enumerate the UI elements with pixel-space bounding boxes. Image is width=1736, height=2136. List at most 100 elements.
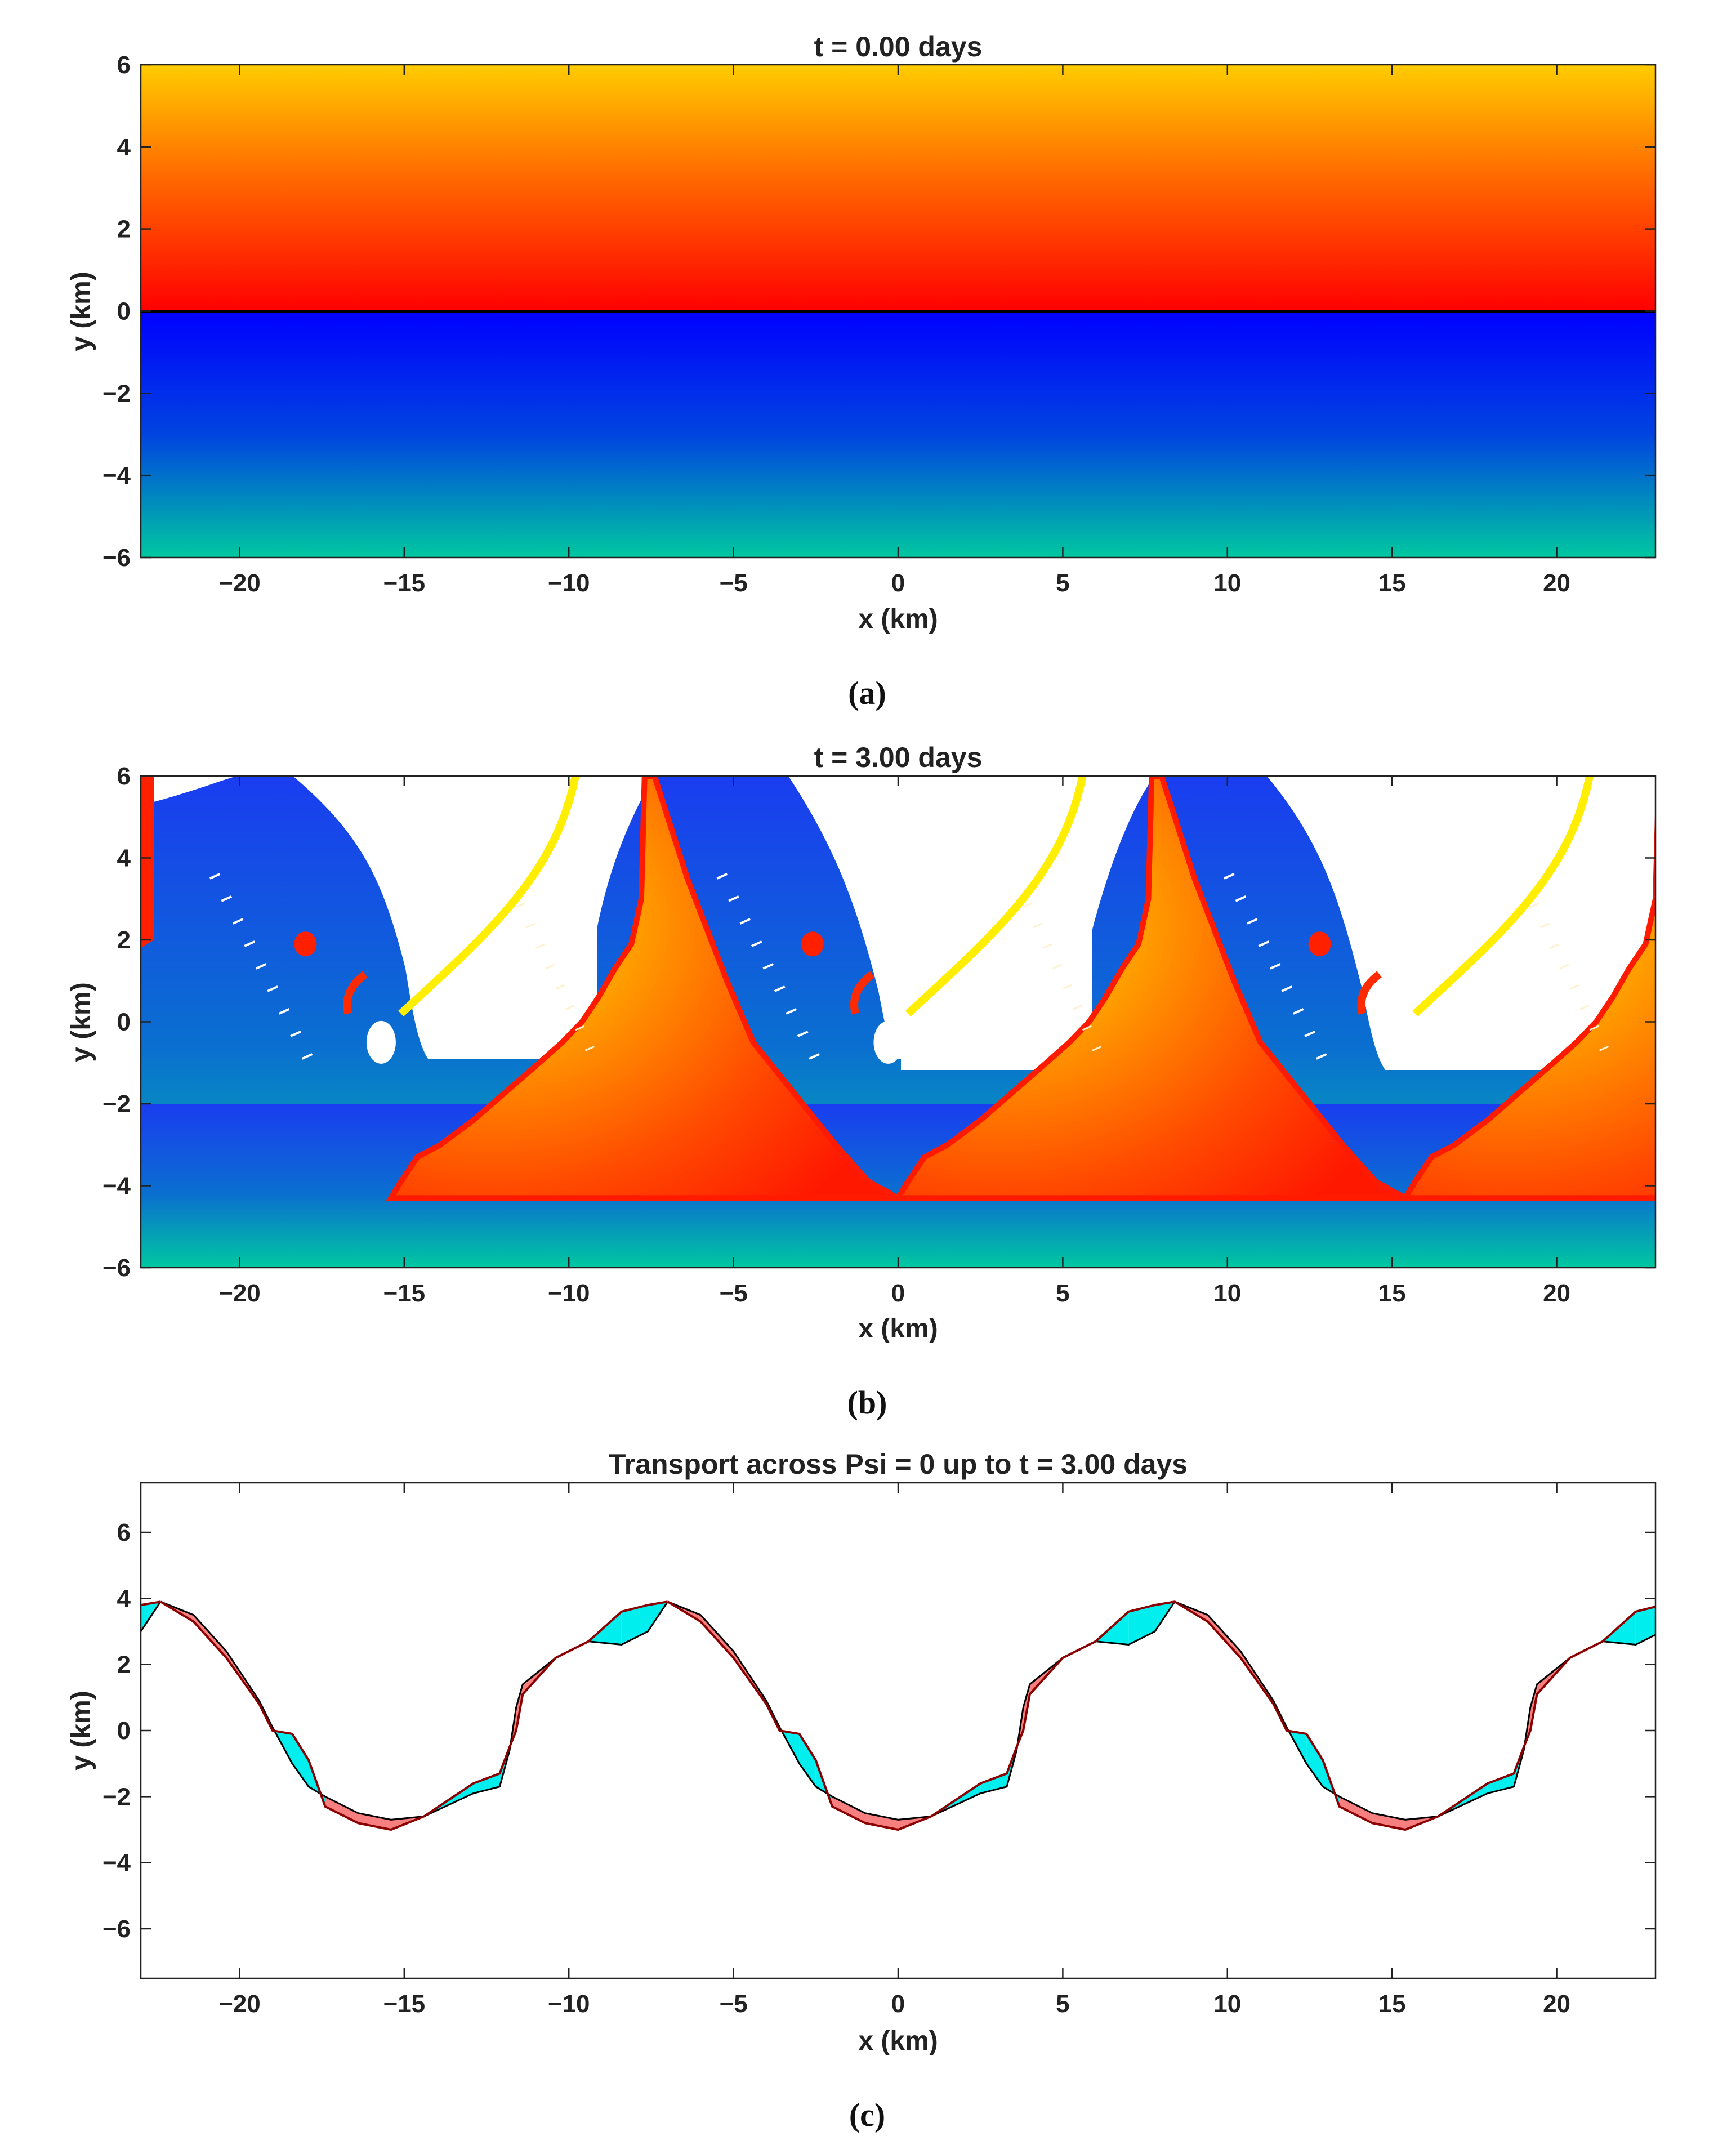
panel-c-ytick-label: −4: [102, 1849, 131, 1877]
panel-b-yellow-filament: [905, 776, 1087, 1017]
panel-c: Transport across Psi = 0 up to t = 3.00 …: [0, 1448, 1657, 2133]
panel-a-ytick-label: 4: [117, 133, 131, 161]
panel-b-white-streak: [278, 1008, 290, 1015]
panel-a-xtick-label: −20: [218, 569, 261, 597]
panel-a-xtick-label: 20: [1543, 569, 1570, 597]
panel-c-xtick-label: 20: [1543, 1990, 1570, 2018]
panel-c-lobe-segment: [325, 1796, 358, 1823]
panel-b-light-streak: [535, 943, 546, 949]
panel-c-lobe-boundary: [1174, 1600, 1655, 1831]
panel-b-white-streak: [739, 918, 751, 925]
panel-b-white-streak: [221, 895, 233, 902]
panel-b-white-streak: [1224, 873, 1235, 880]
panel-c-lobes: [0, 1600, 1655, 1831]
panel-a-xtick-label: −15: [383, 569, 426, 597]
panel-b-hook: [343, 971, 368, 1015]
panel-b-yellow-filament: [398, 776, 579, 1017]
panel-b-warm-tongue: [893, 776, 1407, 1201]
panel-a-ytick-label: 0: [117, 298, 131, 325]
panel-b-white-streak: [809, 1053, 820, 1060]
panel-b-ytick-label: −2: [102, 1090, 131, 1118]
panel-b-white-streak: [1269, 963, 1281, 970]
panel-b-white-streak: [728, 895, 739, 902]
panel-a-ytick-label: −4: [102, 462, 131, 489]
panel-c-title: Transport across Psi = 0 up to t = 3.00 …: [609, 1448, 1188, 1480]
panel-b-white-streak: [762, 963, 774, 970]
panel-b-white-streak: [716, 873, 728, 880]
panel-c-lobe-boundary: [667, 1600, 1175, 1831]
panel-b-light-streak: [1042, 943, 1052, 949]
panel-a-ylabel: y (km): [66, 271, 96, 351]
panel-c-lobe-segment: [292, 1733, 309, 1787]
panel-b-red-blob: [1308, 931, 1331, 957]
panel-b-red-blob: [801, 931, 824, 957]
panel-a-xtick-label: −5: [720, 569, 748, 597]
panel-a-xtick-label: 5: [1056, 569, 1069, 597]
panel-b-eddy-hole: [1381, 1020, 1411, 1064]
panel-b-light-streak: [1082, 1025, 1092, 1031]
panel-b-light-streak: [1072, 1005, 1082, 1011]
panel-a-xtick-label: 10: [1213, 569, 1241, 597]
panel-b-xtick-label: −15: [383, 1279, 426, 1307]
panel-b-white-streak: [267, 985, 278, 992]
panel-b-eddy-hole: [873, 1020, 903, 1064]
panel-c-lobe-segment: [2, 1707, 9, 1750]
panel-b-light-streak: [565, 1005, 575, 1011]
panel-c-lobe-segment: [0, 1747, 2, 1786]
panel-b-left-edge-red: [141, 776, 154, 948]
panel-c-lobe-segment: [1128, 1605, 1155, 1645]
panel-b-white-streak: [301, 1053, 313, 1060]
panel-b-light-streak: [584, 1046, 595, 1051]
panel-c-xtick-label: 10: [1213, 1990, 1241, 2018]
panel-c-ytick-label: −2: [102, 1783, 131, 1811]
panel-b-ytick-label: −4: [102, 1172, 131, 1200]
panel-b-ytick-label: 2: [117, 926, 131, 954]
panel-a-ytick-label: 2: [117, 216, 131, 243]
panel-b-white-streak: [255, 963, 267, 970]
panel-c-ylabel: y (km): [66, 1691, 96, 1770]
panel-c-lobe-boundary: [160, 1600, 668, 1831]
panel-b-light-streak: [516, 902, 526, 908]
panel-b-title: t = 3.00 days: [814, 742, 983, 773]
panel-b-white-streak: [290, 1031, 301, 1037]
panel-b-lower-band: [141, 1104, 1655, 1268]
panel-b-ylabel: y (km): [66, 982, 96, 1062]
panel-c-ytick-label: −6: [102, 1915, 131, 1943]
panel-c-lobe-segment: [1306, 1733, 1323, 1787]
panel-b-white-streak: [1247, 918, 1258, 925]
panel-a-title: t = 0.00 days: [814, 31, 983, 63]
panel-c-ytick-label: 4: [117, 1585, 131, 1612]
panel-b-white-streak: [1235, 895, 1247, 902]
panel-c-lobe-segment: [1339, 1796, 1373, 1823]
panel-b-light-streak: [1550, 943, 1560, 949]
panel-b-light-streak: [1579, 1005, 1590, 1011]
panel-b-white-streak: [209, 873, 221, 880]
panel-b-white-streak: [751, 940, 762, 947]
panel-c-lobe-segment: [82, 1612, 114, 1645]
panel-b-xlabel: x (km): [858, 1314, 938, 1344]
panel-a-upper-field: [141, 65, 1655, 311]
panel-a-xlabel: x (km): [858, 604, 938, 634]
panel-c-xtick-label: −5: [720, 1990, 748, 2018]
panel-b-white-streak: [1315, 1053, 1327, 1060]
panel-b-light-streak: [555, 984, 565, 990]
panel-c-lobe-segment: [48, 1642, 81, 1658]
panel-b-light-streak: [1569, 984, 1579, 990]
panel-a-ytick-label: −6: [102, 544, 131, 572]
panel-b-light-streak: [1539, 922, 1550, 929]
panel-b-light-streak: [1092, 1046, 1102, 1051]
panel-b-xtick-label: −5: [720, 1279, 748, 1307]
panel-b-white-streak: [232, 918, 244, 925]
panel-b-light-streak: [1062, 984, 1072, 990]
panel-c-ytick-label: 6: [117, 1519, 131, 1546]
panel-b-light-streak: [1559, 964, 1570, 970]
panel-b-white-streak: [786, 1008, 797, 1015]
panel-a-xtick-label: 0: [891, 569, 905, 597]
panel-c-xtick-label: −10: [548, 1990, 590, 2018]
panel-c-background: [141, 1483, 1655, 1978]
panel-c-lobe-segment: [799, 1733, 816, 1787]
